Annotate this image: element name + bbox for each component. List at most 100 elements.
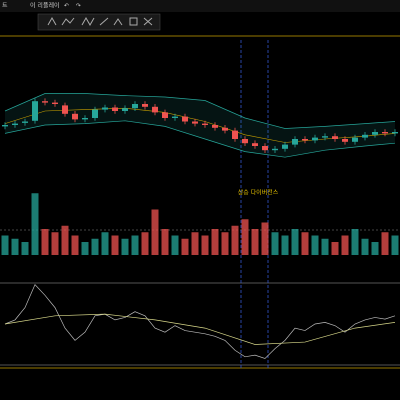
volume-bar: [231, 225, 239, 255]
candle-body: [192, 121, 198, 124]
volume-bar: [141, 232, 149, 255]
tool-icon[interactable]: [113, 18, 123, 26]
tool-icon[interactable]: [129, 17, 138, 26]
volume-bar: [71, 235, 79, 255]
candle-body: [2, 125, 8, 127]
candle-body: [262, 146, 268, 151]
volume-bar: [21, 242, 29, 255]
candle-body: [352, 137, 358, 142]
candle-body: [92, 109, 98, 118]
candle-body: [42, 101, 48, 103]
volume-bar: [331, 242, 339, 255]
volume-bar: [221, 232, 229, 255]
candle-body: [382, 132, 388, 134]
volume-bar: [261, 222, 269, 255]
candle-body: [112, 107, 118, 111]
candle-body: [82, 118, 88, 120]
candle-body: [162, 112, 168, 118]
volume-bar: [41, 229, 49, 255]
volume-bar: [361, 238, 369, 255]
redo[interactable]: ↷: [76, 3, 81, 10]
candle-body: [132, 104, 138, 109]
candle-body: [312, 137, 318, 141]
toolbar-item[interactable]: 트: [2, 3, 8, 10]
volume-bar: [81, 242, 89, 255]
volume-bar: [161, 229, 169, 255]
volume-bar: [51, 232, 59, 255]
candle-body: [282, 144, 288, 149]
volume-bar: [201, 235, 209, 255]
rsi-signal: [4, 313, 396, 345]
candle-body: [232, 130, 238, 139]
candle-body: [272, 148, 278, 151]
candle-body: [222, 127, 228, 131]
candle-body: [12, 123, 18, 125]
candle-body: [342, 139, 348, 142]
candle-body: [182, 116, 188, 122]
volume-bar: [301, 232, 309, 255]
candle-body: [122, 108, 128, 111]
volume-bar: [291, 229, 299, 255]
candle-body: [142, 104, 148, 107]
candle-body: [292, 139, 298, 145]
volume-bar: [111, 235, 119, 255]
volume-bar: [11, 238, 19, 255]
candle-body: [242, 139, 248, 144]
candle-body: [372, 132, 378, 135]
tool-icon[interactable]: [99, 17, 109, 26]
volume-bar: [151, 209, 159, 255]
candle-body: [392, 132, 398, 134]
volume-bar: [1, 235, 9, 255]
volume-bar: [251, 229, 259, 255]
candle-body: [172, 116, 178, 118]
volume-bar: [171, 235, 179, 255]
volume-bar: [341, 235, 349, 255]
volume-bar: [31, 193, 39, 255]
volume-bar: [371, 242, 379, 255]
tool-icon[interactable]: [143, 17, 153, 26]
tool-box: [37, 13, 161, 31]
volume-bar: [271, 232, 279, 255]
bollinger-upper: [4, 93, 396, 129]
candle-body: [22, 121, 28, 123]
candle-body: [322, 136, 328, 138]
candle-body: [32, 101, 38, 121]
volume-bar: [211, 229, 219, 255]
candle-body: [362, 134, 368, 138]
candle-body: [252, 143, 258, 146]
rsi-line: [4, 284, 396, 359]
candle-body: [332, 136, 338, 139]
volume-bar: [61, 225, 69, 255]
candle-body: [302, 139, 308, 141]
volume-bar: [351, 229, 359, 255]
volume-bar: [391, 235, 399, 255]
volume-bar: [121, 238, 129, 255]
volume-bar: [381, 232, 389, 255]
undo[interactable]: ↶: [64, 3, 69, 10]
volume-bar: [281, 235, 289, 255]
tool-icon[interactable]: [47, 16, 57, 26]
candle-body: [52, 102, 58, 104]
volume-bar: [311, 235, 319, 255]
volume-bar: [191, 232, 199, 255]
candle-body: [202, 123, 208, 125]
candle-body: [72, 113, 78, 120]
tool-icon[interactable]: [81, 16, 95, 27]
volume-bar: [131, 235, 139, 255]
drawing-tools: [37, 13, 161, 31]
candle-body: [212, 125, 218, 128]
volume-bar: [91, 238, 99, 255]
volume-bar: [321, 238, 329, 255]
toolbar-item[interactable]: 이 리플레이: [30, 2, 60, 10]
volume-bar: [241, 219, 249, 255]
candle-body: [62, 105, 68, 114]
candle-body: [152, 106, 158, 113]
top-toolbar: [0, 0, 400, 12]
annotation: 상승 다이버전스: [238, 189, 279, 197]
tool-icon[interactable]: [61, 17, 75, 26]
volume-bar: [181, 238, 189, 255]
candle-body: [102, 107, 108, 110]
bollinger-lower: [4, 120, 396, 158]
